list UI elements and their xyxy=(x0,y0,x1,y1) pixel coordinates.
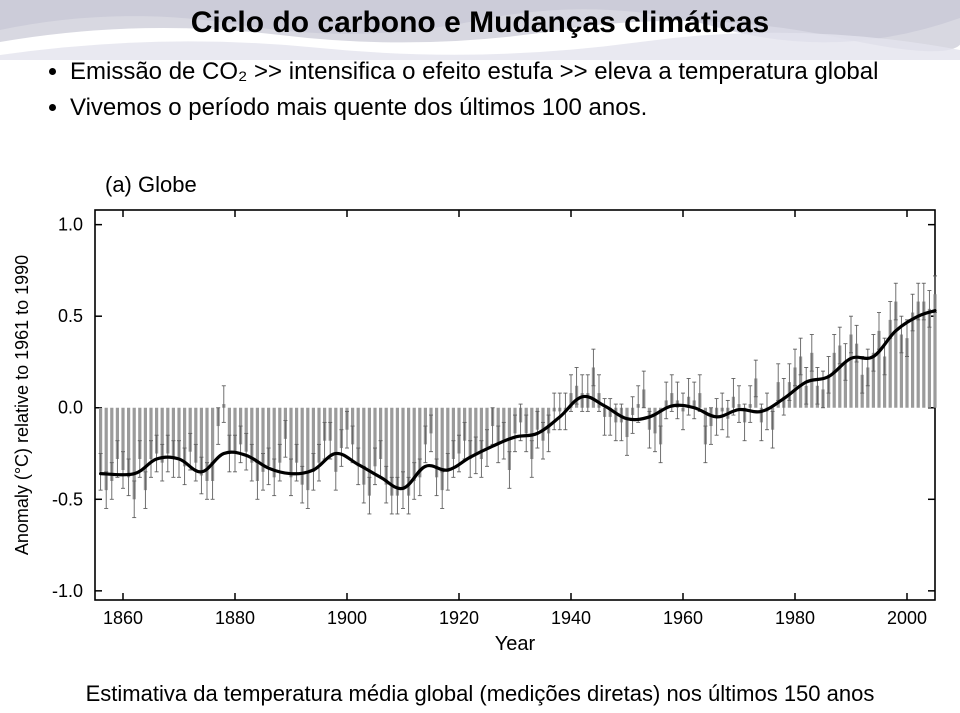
chart-caption: Estimativa da temperatura média global (… xyxy=(86,681,875,707)
svg-text:1880: 1880 xyxy=(215,608,255,628)
svg-text:0.0: 0.0 xyxy=(58,398,83,418)
svg-text:-1.0: -1.0 xyxy=(52,581,83,601)
svg-text:Year: Year xyxy=(495,633,536,655)
bullet-item: Vivemos o período mais quente dos último… xyxy=(70,92,924,124)
slide: Ciclo do carbono e Mudanças climáticas E… xyxy=(0,0,960,713)
svg-text:(a) Globe: (a) Globe xyxy=(105,172,197,197)
title-wrap: Ciclo do carbono e Mudanças climáticas xyxy=(0,6,960,40)
svg-text:1980: 1980 xyxy=(775,608,815,628)
svg-text:1940: 1940 xyxy=(551,608,591,628)
slide-title: Ciclo do carbono e Mudanças climáticas xyxy=(191,6,770,39)
svg-text:Anomaly (°C) relative to 1961: Anomaly (°C) relative to 1961 to 1990 xyxy=(12,255,32,555)
bullet-list: Emissão de CO₂ >> intensifica o efeito e… xyxy=(44,56,924,129)
caption-wrap: Estimativa da temperatura média global (… xyxy=(0,681,960,707)
svg-text:1.0: 1.0 xyxy=(58,215,83,235)
svg-text:-0.5: -0.5 xyxy=(52,489,83,509)
svg-text:1920: 1920 xyxy=(439,608,479,628)
svg-text:1860: 1860 xyxy=(103,608,143,628)
chart-wrap: (a) Globe -1.0 -0.5 0.0 0.5 1.0 1860 1880 1900 19… xyxy=(0,155,960,663)
svg-text:1900: 1900 xyxy=(327,608,367,628)
anomaly-chart: (a) Globe -1.0 -0.5 0.0 0.5 1.0 1860 1880 1900 19… xyxy=(0,155,960,663)
svg-text:0.5: 0.5 xyxy=(58,306,83,326)
svg-text:1960: 1960 xyxy=(663,608,703,628)
bullet-item: Emissão de CO₂ >> intensifica o efeito e… xyxy=(70,56,924,88)
svg-text:2000: 2000 xyxy=(887,608,927,628)
